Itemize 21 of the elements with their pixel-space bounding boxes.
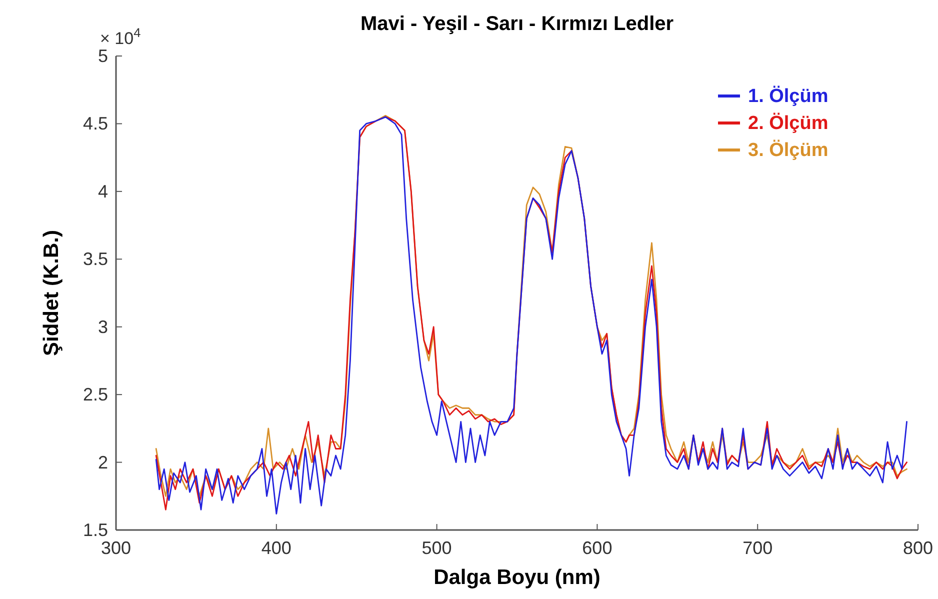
y-tick-label: 5: [98, 46, 108, 66]
y-tick-label: 2.5: [82, 384, 108, 405]
y-tick-label: 3.5: [82, 249, 108, 270]
legend-label: 3. Ölçüm: [748, 139, 828, 161]
y-tick-label: 4: [98, 181, 108, 202]
x-tick-label: 600: [582, 538, 612, 558]
y-tick-label: 3: [98, 316, 108, 337]
legend-label: 2. Ölçüm: [748, 112, 828, 134]
text: × 10$^{4}$: [100, 24, 141, 48]
y-tick-label: 2: [98, 452, 108, 472]
chart-title: Mavi - Yeşil - Sarı - Kırmızı Ledler: [360, 13, 674, 35]
x-tick-label: 500: [422, 538, 452, 558]
x-tick-label: 800: [902, 538, 934, 558]
x-tick-label: 700: [742, 538, 773, 558]
x-tick-label: 300: [100, 538, 132, 558]
x-tick-label: 400: [261, 538, 292, 558]
y-axis-title: Şiddet (K.B.): [40, 230, 63, 356]
x-axis-title: Dalga Boyu (nm): [434, 566, 600, 589]
y-tick-label: 4.5: [82, 114, 108, 134]
legend-label: 1. Ölçüm: [748, 85, 828, 107]
y-tick-label: 1.5: [82, 520, 108, 540]
